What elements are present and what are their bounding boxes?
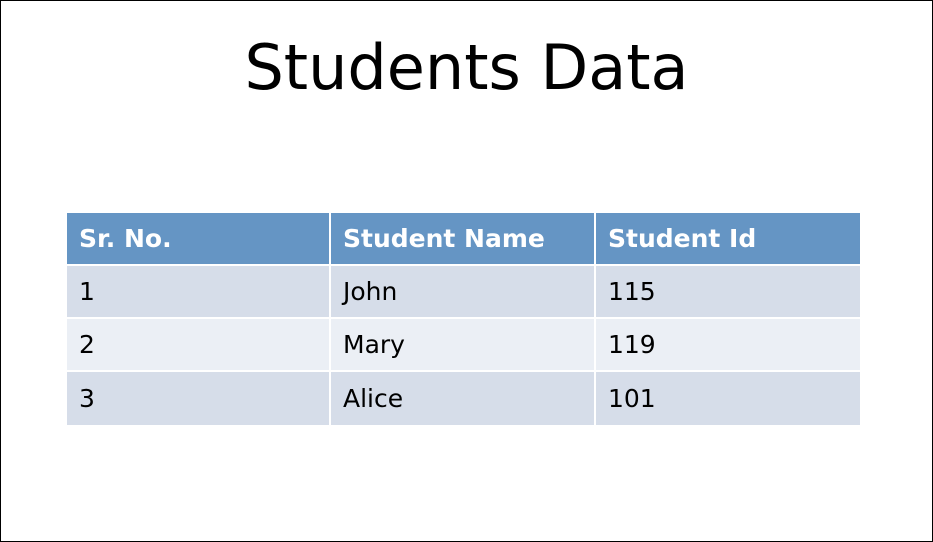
cell-student-name: Mary: [331, 319, 596, 372]
cell-sr-no: 1: [67, 266, 331, 319]
table-row: 3 Alice 101: [67, 372, 860, 425]
cell-student-name: John: [331, 266, 596, 319]
header-sr-no: Sr. No.: [67, 213, 331, 266]
header-student-id: Student Id: [596, 213, 860, 266]
students-table: Sr. No. Student Name Student Id 1 John 1…: [67, 213, 860, 425]
cell-student-id: 119: [596, 319, 860, 372]
table-header-row: Sr. No. Student Name Student Id: [67, 213, 860, 266]
cell-student-id: 101: [596, 372, 860, 425]
header-student-name: Student Name: [331, 213, 596, 266]
students-table-container: Sr. No. Student Name Student Id 1 John 1…: [67, 213, 860, 425]
cell-student-name: Alice: [331, 372, 596, 425]
table-row: 2 Mary 119: [67, 319, 860, 372]
cell-sr-no: 3: [67, 372, 331, 425]
cell-sr-no: 2: [67, 319, 331, 372]
cell-student-id: 115: [596, 266, 860, 319]
table-row: 1 John 115: [67, 266, 860, 319]
slide-title: Students Data: [244, 31, 689, 104]
